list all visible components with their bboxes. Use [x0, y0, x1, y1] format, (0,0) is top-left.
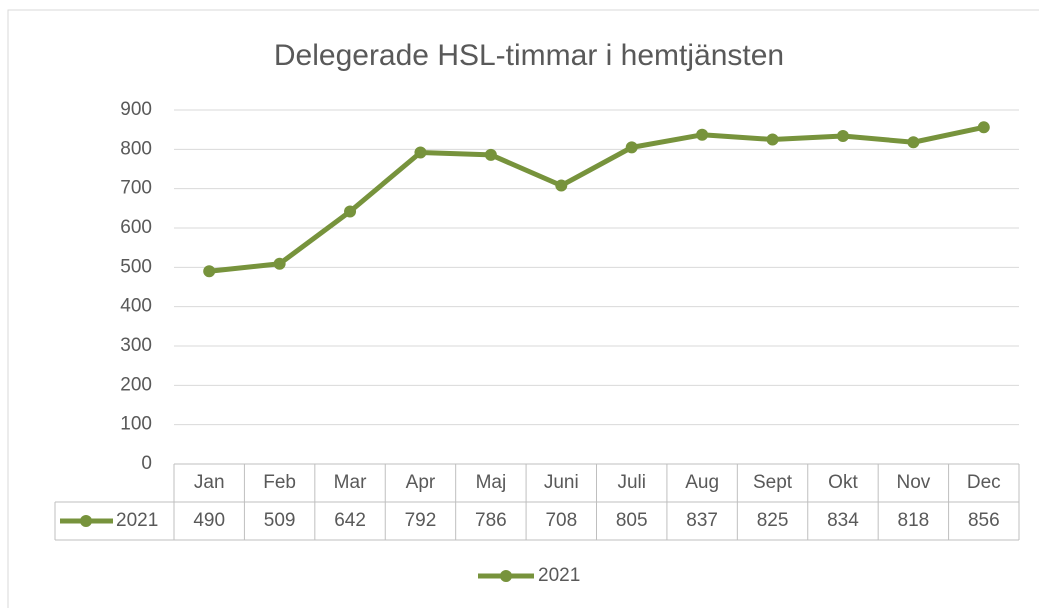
y-tick-label: 900	[120, 99, 152, 120]
point	[344, 205, 357, 218]
point	[977, 121, 990, 134]
table-legend-key-marker	[80, 515, 92, 527]
table-value: 856	[968, 510, 1000, 531]
x-tick-label: Okt	[828, 472, 858, 493]
point	[555, 179, 568, 192]
point	[836, 129, 849, 142]
table-value: 825	[757, 510, 789, 531]
point	[484, 148, 497, 161]
y-tick-label: 300	[120, 335, 152, 356]
x-tick-label: Aug	[685, 472, 719, 493]
y-tick-label: 500	[120, 256, 152, 277]
point	[273, 257, 286, 270]
table-value: 642	[334, 510, 366, 531]
x-tick-label: Jan	[194, 472, 225, 493]
point	[766, 133, 779, 146]
point	[625, 141, 638, 154]
table-value: 708	[545, 510, 577, 531]
legend-key-marker	[500, 570, 512, 582]
table-value: 792	[405, 510, 437, 531]
line	[208, 124, 985, 274]
x-tick-label: Sept	[753, 472, 793, 493]
y-tick-label: 200	[120, 374, 152, 395]
x-tick-label: Mar	[334, 472, 367, 493]
y-tick-label: 800	[120, 138, 152, 159]
y-tick-label: 0	[141, 453, 152, 474]
point	[414, 146, 427, 159]
table-value: 834	[827, 510, 859, 531]
table-value: 805	[616, 510, 648, 531]
x-tick-label: Feb	[263, 472, 296, 493]
x-tick-label: Juli	[617, 472, 646, 493]
y-tick-label: 400	[120, 296, 152, 317]
table-value: 837	[686, 510, 718, 531]
chart-title: Delegerade HSL-timmar i hemtjänsten	[274, 39, 784, 72]
point	[696, 128, 709, 141]
point	[907, 136, 920, 149]
point	[203, 265, 216, 278]
x-tick-label: Apr	[406, 472, 436, 493]
y-tick-label: 100	[120, 414, 152, 435]
table-value: 490	[193, 510, 225, 531]
x-tick-label: Dec	[967, 472, 1001, 493]
x-tick-label: Nov	[896, 472, 930, 493]
table-series-name: 2021	[116, 510, 158, 531]
legend-label: 2021	[538, 565, 580, 586]
chart-frame	[7, 9, 1039, 608]
table-value: 786	[475, 510, 507, 531]
y-tick-label: 700	[120, 178, 152, 199]
y-tick-label: 600	[120, 217, 152, 238]
table-value: 509	[264, 510, 296, 531]
x-tick-label: Juni	[544, 472, 579, 493]
table-value: 818	[898, 510, 930, 531]
x-tick-label: Maj	[476, 472, 507, 493]
